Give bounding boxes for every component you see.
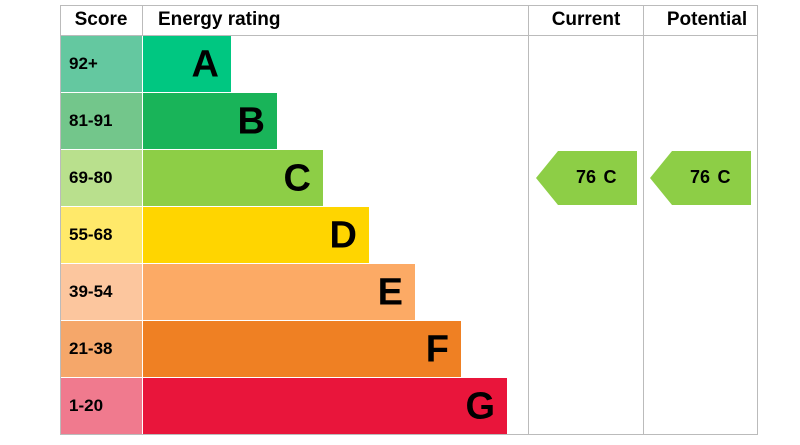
header-current: Current <box>552 9 621 30</box>
rating-bar <box>143 264 415 320</box>
score-cell <box>61 150 142 206</box>
rating-letter: C <box>284 158 311 200</box>
rating-letter: F <box>426 329 449 371</box>
current-arrow <box>536 151 637 205</box>
score-range: 1-20 <box>69 396 103 415</box>
score-range: 39-54 <box>69 282 113 301</box>
current-score: 76 <box>576 167 596 187</box>
potential-arrow <box>650 151 751 205</box>
score-cell <box>61 264 142 320</box>
header-energy-rating: Energy rating <box>158 9 280 30</box>
score-cell <box>61 378 142 434</box>
rating-bar <box>143 207 369 263</box>
score-range: 21-38 <box>69 339 112 358</box>
header-score: Score <box>75 9 128 30</box>
score-range: 69-80 <box>69 168 112 187</box>
rating-bar <box>143 36 231 92</box>
potential-score: 76 <box>690 167 710 187</box>
rating-bar <box>143 93 277 149</box>
current-rating: C <box>604 167 617 187</box>
rating-letter: B <box>238 101 265 143</box>
rating-letter: A <box>192 44 219 86</box>
score-range: 92+ <box>69 54 98 73</box>
score-range: 81-91 <box>69 111 112 130</box>
rating-letter: D <box>330 215 357 257</box>
score-cell <box>61 207 142 263</box>
rating-bar <box>143 150 323 206</box>
header-potential: Potential <box>667 9 747 30</box>
rating-bar <box>143 378 507 434</box>
score-range: 55-68 <box>69 225 112 244</box>
score-cell <box>61 321 142 377</box>
rating-letter: G <box>465 386 495 428</box>
score-cell <box>61 36 142 92</box>
score-cell <box>61 93 142 149</box>
rating-letter: E <box>378 272 403 314</box>
rating-bar <box>143 321 461 377</box>
potential-rating: C <box>718 167 731 187</box>
table-frame <box>60 5 758 435</box>
